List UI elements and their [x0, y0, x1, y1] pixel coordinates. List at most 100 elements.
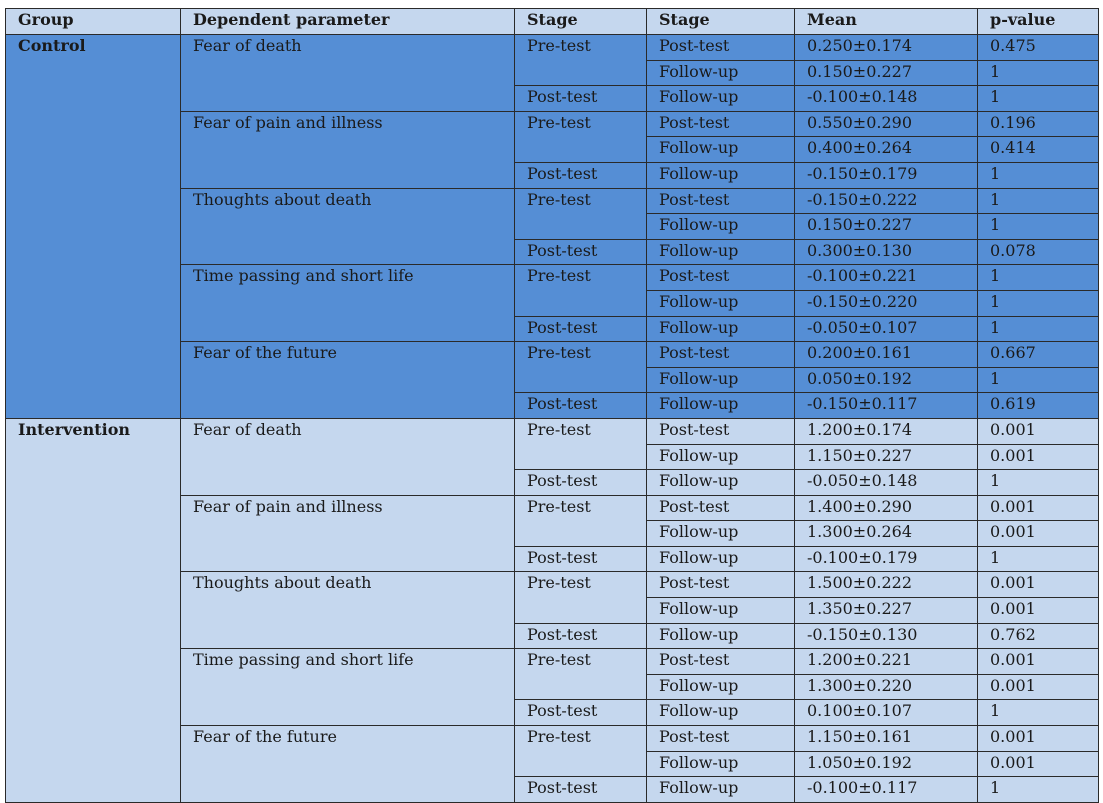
stage-from-cell: Post-test — [514, 469, 647, 496]
dependent-parameter-cell: Fear of death — [180, 34, 515, 112]
stage-from-cell: Pre-test — [514, 648, 647, 701]
mean-cell: -0.150±0.222 — [794, 187, 978, 215]
table-row: Time passing and short life Pre-test Post-… — [6, 264, 1099, 343]
stage-to-cell: Post-test — [646, 571, 795, 599]
table-row: Follow-up 1.050±0.192 0.001 — [6, 750, 1099, 778]
stage-to-cell: Post-test — [646, 34, 795, 61]
group-cell: Control — [5, 34, 181, 419]
table-row: Fear of pain and illness Pre-test Post-tes… — [6, 494, 1099, 573]
stage-to-cell: Post-test — [646, 648, 795, 675]
table-row: Thoughts about death Pre-test Post-test 1.5… — [6, 571, 1099, 650]
table-row: Intervention Fear of death Pre-test Post-te… — [5, 417, 1099, 803]
table-row: Post-test Follow-up 0.100±0.107 1 — [6, 699, 1099, 727]
mean-cell: 0.400±0.264 — [794, 136, 978, 163]
p-value-cell: 0.001 — [977, 417, 1099, 445]
header-p-value: p-value — [977, 8, 1099, 35]
stage-from-cell: Pre-test — [514, 725, 647, 778]
mean-cell: 1.300±0.264 — [794, 520, 978, 547]
stage-to-cell: Post-test — [646, 725, 795, 752]
table-row: Post-test Follow-up -0.100±0.148 1 — [6, 85, 1099, 112]
stage-to-cell: Post-test — [646, 187, 795, 215]
p-value-cell: 1 — [977, 264, 1099, 291]
dependent-parameter-cell: Fear of pain and illness — [180, 494, 515, 573]
header-group: Group — [5, 8, 181, 35]
stage-to-cell: Follow-up — [646, 85, 795, 112]
header-dependent-parameter: Dependent parameter — [180, 8, 515, 35]
p-value-cell: 0.001 — [977, 648, 1099, 675]
stage-from-cell: Post-test — [514, 392, 647, 419]
table-row: Control Fear of death Pre-test Post-test 0.2… — [5, 33, 1099, 419]
stage-to-cell: Follow-up — [646, 699, 795, 727]
p-value-cell: 1 — [977, 59, 1099, 87]
stage-to-cell: Follow-up — [646, 597, 795, 624]
mean-cell: 1.050±0.192 — [794, 750, 978, 778]
mean-cell: 0.050±0.192 — [794, 366, 978, 394]
stage-to-cell: Follow-up — [646, 161, 795, 189]
stage-from-cell: Pre-test — [514, 110, 647, 163]
stage-from-cell: Post-test — [514, 161, 647, 189]
p-value-cell: 0.078 — [977, 238, 1099, 266]
p-value-cell: 0.667 — [977, 341, 1099, 368]
p-value-cell: 1 — [977, 85, 1099, 112]
dependent-parameter-cell: Thoughts about death — [180, 187, 515, 266]
stage-from-cell: Pre-test — [514, 494, 647, 547]
table-row: Post-test Follow-up -0.150±0.117 0.619 — [6, 392, 1099, 419]
stage-from-cell: Pre-test — [514, 187, 647, 240]
table-row: Follow-up 0.150±0.227 1 — [6, 59, 1099, 87]
mean-cell: 1.200±0.174 — [794, 417, 978, 445]
mean-cell: 1.150±0.227 — [794, 443, 978, 471]
p-value-cell: 0.762 — [977, 622, 1099, 650]
stage-to-cell: Follow-up — [646, 59, 795, 87]
mean-cell: 0.100±0.107 — [794, 699, 978, 727]
stage-from-cell: Post-test — [514, 622, 647, 650]
stage-to-cell: Post-test — [646, 341, 795, 368]
table-header: Group Dependent parameter Stage Stage Me… — [5, 8, 1099, 35]
stage-from-cell: Post-test — [514, 238, 647, 266]
p-value-cell: 1 — [977, 187, 1099, 215]
table-row: Time passing and short life Pre-test Post-… — [6, 648, 1099, 727]
table-row: Post-test Follow-up 0.300±0.130 0.078 — [6, 238, 1099, 266]
results-table: Group Dependent parameter Stage Stage Me… — [5, 8, 1099, 803]
mean-cell: -0.100±0.221 — [794, 264, 978, 291]
mean-cell: -0.150±0.130 — [794, 622, 978, 650]
p-value-cell: 0.414 — [977, 136, 1099, 163]
table-row: Fear of pain and illness Pre-test Post-tes… — [6, 110, 1099, 189]
p-value-cell: 1 — [977, 545, 1099, 573]
stage-to-cell: Follow-up — [646, 776, 795, 803]
stage-to-cell: Follow-up — [646, 315, 795, 343]
mean-cell: 0.550±0.290 — [794, 110, 978, 138]
stage-to-cell: Post-test — [646, 494, 795, 522]
table-body: Control Fear of death Pre-test Post-test 0.2… — [5, 33, 1099, 803]
p-value-cell: 0.001 — [977, 571, 1099, 599]
p-value-cell: 0.001 — [977, 520, 1099, 547]
p-value-cell: 1 — [977, 213, 1099, 240]
stage-to-cell: Follow-up — [646, 238, 795, 266]
stage-to-cell: Follow-up — [646, 366, 795, 394]
mean-cell: -0.050±0.148 — [794, 469, 978, 496]
mean-cell: 1.200±0.221 — [794, 648, 978, 675]
table-row: Fear of the future Pre-test Post-test 0.200… — [6, 341, 1099, 419]
p-value-cell: 1 — [977, 699, 1099, 727]
table-row: Follow-up -0.150±0.220 1 — [6, 289, 1099, 317]
stage-from-cell: Post-test — [514, 776, 647, 803]
stage-from-cell: Post-test — [514, 699, 647, 727]
stage-to-cell: Follow-up — [646, 392, 795, 419]
header-mean: Mean — [794, 8, 978, 35]
stage-from-cell: Post-test — [514, 85, 647, 112]
stage-to-cell: Post-test — [646, 264, 795, 291]
mean-cell: 1.400±0.290 — [794, 494, 978, 522]
stage-to-cell: Post-test — [646, 417, 795, 445]
p-value-cell: 1 — [977, 776, 1099, 803]
header-stage-from: Stage — [514, 8, 647, 35]
stage-from-cell: Post-test — [514, 545, 647, 573]
mean-cell: -0.050±0.107 — [794, 315, 978, 343]
p-value-cell: 0.001 — [977, 725, 1099, 752]
mean-cell: -0.150±0.220 — [794, 289, 978, 317]
stage-to-cell: Follow-up — [646, 622, 795, 650]
p-value-cell: 1 — [977, 289, 1099, 317]
stage-to-cell: Follow-up — [646, 673, 795, 701]
stage-from-cell: Pre-test — [514, 571, 647, 624]
dependent-parameter-cell: Fear of the future — [180, 341, 515, 419]
table-row: Post-test Follow-up -0.150±0.130 0.762 — [6, 622, 1099, 650]
stage-to-cell: Follow-up — [646, 136, 795, 163]
